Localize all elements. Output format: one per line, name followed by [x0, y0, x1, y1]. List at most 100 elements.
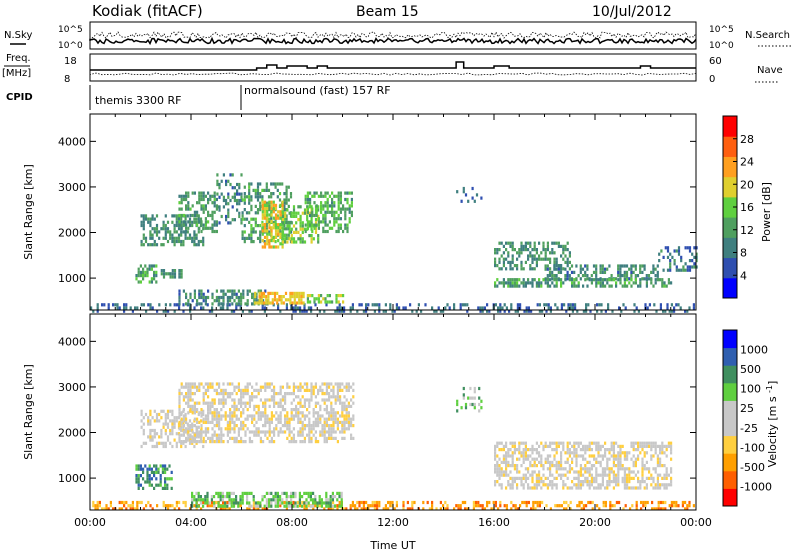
heatmap-cell: [314, 440, 317, 444]
heatmap-cell: [670, 457, 673, 461]
heatmap-cell: [270, 213, 273, 217]
heatmap-cell: [320, 220, 323, 224]
heatmap-cell: [639, 480, 642, 484]
heatmap-cell: [164, 416, 167, 420]
heatmap-cell: [684, 268, 687, 272]
heatmap-cell: [494, 251, 497, 255]
heatmap-cell: [262, 401, 265, 405]
heatmap-cell: [588, 467, 591, 471]
heatmap-cell: [281, 207, 284, 211]
heatmap-cell: [566, 444, 569, 448]
heatmap-cell: [562, 244, 565, 248]
heatmap-cell: [231, 382, 234, 386]
heatmap-cell: [586, 460, 589, 464]
heatmap-cell: [149, 243, 152, 247]
heatmap-cell: [317, 411, 320, 415]
heatmap-cell: [652, 441, 655, 445]
heatmap-cell: [317, 223, 320, 227]
heatmap-cell: [620, 309, 623, 313]
heatmap-cell: [193, 424, 196, 428]
heatmap-cell: [135, 480, 138, 484]
heatmap-cell: [475, 193, 479, 197]
heatmap-cell: [259, 430, 262, 434]
heatmap-cell: [180, 213, 183, 218]
heatmap-cell: [207, 414, 210, 418]
heatmap-cell: [193, 289, 196, 293]
heatmap-cell: [320, 201, 323, 205]
heatmap-cell: [341, 408, 344, 412]
heatmap-cell: [634, 441, 637, 445]
heatmap-cell: [188, 428, 192, 433]
heatmap-cell: [332, 417, 335, 421]
heatmap-cell: [535, 473, 538, 477]
heatmap-cell: [270, 440, 273, 444]
heatmap-cell: [305, 507, 308, 511]
heatmap-cell: [173, 223, 176, 228]
heatmap-cell: [288, 392, 291, 396]
heatmap-cell: [524, 448, 527, 452]
heatmap-cell: [642, 500, 645, 505]
heatmap-cell: [169, 275, 172, 279]
heatmap-cell: [582, 467, 585, 471]
heatmap-cell: [565, 507, 568, 511]
heatmap-cell: [336, 395, 339, 399]
nsky-series: [89, 36, 697, 46]
heatmap-cell: [254, 211, 257, 215]
heatmap-cell: [619, 457, 622, 461]
heatmap-cell: [479, 306, 482, 310]
heatmap-cell: [272, 182, 275, 186]
heatmap-cell: [314, 385, 317, 389]
heatmap-cell: [324, 297, 327, 301]
heatmap-cell: [395, 504, 398, 508]
heatmap-cell: [619, 448, 622, 452]
heatmap-cell: [615, 473, 618, 477]
heatmap-cell: [258, 291, 261, 295]
heatmap-cell: [306, 220, 309, 224]
heatmap-cell: [231, 420, 234, 424]
heatmap-cell: [654, 267, 657, 271]
heatmap-cell: [579, 486, 582, 490]
heatmap-cell: [306, 205, 309, 209]
heatmap-cell: [189, 295, 192, 300]
heatmap-cell: [222, 395, 225, 399]
heatmap-cell: [175, 416, 178, 420]
heatmap-cell: [272, 226, 275, 230]
heatmap-cell: [624, 306, 627, 310]
heatmap-cell: [255, 411, 258, 415]
heatmap-cell: [224, 501, 227, 505]
heatmap-cell: [480, 406, 483, 410]
heatmap-cell: [665, 444, 668, 448]
heatmap-cell: [346, 207, 349, 211]
heatmap-cell: [311, 194, 314, 198]
heatmap-cell: [180, 441, 183, 445]
heatmap-cell: [567, 504, 570, 508]
heatmap-cell: [142, 227, 145, 231]
heatmap-cell: [178, 299, 181, 303]
heatmap-cell: [617, 467, 620, 471]
heatmap-cell: [555, 284, 558, 288]
heatmap-cell: [323, 398, 326, 402]
heatmap-cell: [326, 197, 329, 202]
heatmap-cell: [129, 306, 132, 310]
heatmap-cell: [535, 441, 538, 445]
ytick-label: 2000: [58, 227, 86, 240]
heatmap-cell: [531, 444, 534, 448]
heatmap-cell: [309, 213, 312, 218]
heatmap-cell: [319, 414, 322, 418]
heatmap-cell: [692, 504, 695, 508]
heatmap-cell: [295, 230, 298, 234]
heatmap-cell: [502, 284, 505, 288]
heatmap-cell: [553, 278, 556, 282]
heatmap-cell: [328, 194, 331, 198]
heatmap-cell: [170, 486, 173, 490]
heatmap-cell: [310, 440, 313, 444]
heatmap-cell: [243, 217, 246, 221]
heatmap-cell: [259, 240, 262, 244]
heatmap-cell: [555, 281, 558, 285]
heatmap-cell: [333, 217, 336, 221]
heatmap-cell: [222, 398, 225, 402]
heatmap-cell: [256, 208, 260, 212]
heatmap-cell: [292, 504, 295, 508]
heatmap-cell: [571, 467, 574, 471]
heatmap-cell: [264, 382, 267, 386]
